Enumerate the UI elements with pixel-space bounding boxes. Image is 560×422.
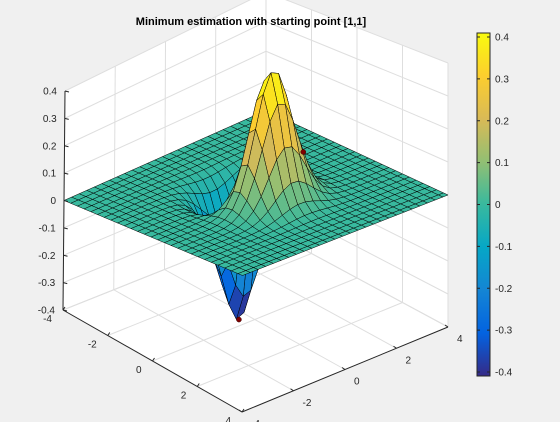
y-tick-mark [444,324,449,328]
grid-line-z [285,0,449,64]
z-tick-mark [63,227,68,230]
point-markers [236,149,307,323]
z-tick-mark [64,90,70,93]
colorbar-tick-label: -0.1 [495,242,513,253]
z-tick-label: -0.3 [38,278,56,289]
z-tick-label: 0.3 [43,114,57,125]
colorbar-tick-label: 0.4 [495,33,509,44]
z-tick-mark [63,282,68,285]
x-tick-label: 0 [136,365,142,376]
x-tick-mark [196,383,200,387]
colorbar-tick-label: -0.4 [495,368,513,379]
grid-line-z [64,50,267,147]
z-tick-mark [63,200,69,202]
surface-patch [237,270,251,276]
z-tick-label: 0.1 [42,169,56,180]
colorbar-tick-label: 0.2 [495,116,509,127]
colorbar-tick-label: -0.2 [495,284,513,295]
x-tick-mark [241,408,245,413]
x-tick-label: 2 [181,391,187,402]
z-tick-label: -0.2 [38,251,56,262]
y-tick-mark [393,345,397,349]
colorbar-tick-label: 0.3 [495,74,509,85]
grid-line-z [265,50,449,130]
z-tick-label: 0 [50,196,56,207]
colorbar-tick-label: -0.3 [495,326,513,337]
z-tick-mark [64,145,69,148]
estimated-minimum-marker [236,316,242,323]
x-tick-mark [62,306,66,311]
y-tick-label: 2 [406,355,412,366]
z-tick-label: -0.1 [39,223,57,234]
y-tick-mark [341,367,346,370]
grid-line-z [64,21,267,119]
z-tick-label: -0.4 [38,306,56,317]
x-tick-mark [152,357,155,362]
grid-line-y [164,269,346,370]
grid-line-z [64,80,267,174]
start-point-marker [300,149,307,155]
surface-plot [63,71,449,321]
y-tick-label: 0 [354,377,360,388]
grid-line-y [113,289,294,392]
z-tick-mark [62,309,68,312]
colorbar: 0.4 0.3 0.2 0.1 0 -0.1 -0.2 -0.3 -0.4 [476,32,513,379]
z-tick-label: 0.4 [43,87,57,98]
z-tick-label: 0.2 [43,141,57,152]
grid-line-z [64,0,251,92]
y-tick-label: 4 [457,334,463,345]
x-tick-label: -4 [43,314,52,325]
grid-line-z [265,80,449,163]
y-tick-label: -2 [303,398,312,409]
z-tick-mark [64,117,69,120]
z-tick-mark [63,254,68,257]
y-tick-label: -4 [251,419,260,422]
colorbar-tick-label: 0 [495,200,501,211]
x-tick-mark [107,332,111,336]
y-tick-mark [290,388,294,392]
grid-line-z [265,21,449,97]
z-tick-mark [64,172,69,175]
chart-title: Minimum estimation with starting point [… [136,16,367,28]
colorbar-tick-label: 0.1 [495,158,509,169]
axis-ticks: -0.4 -0.3 -0.2 -0.1 0 0.1 0.2 0.3 0.4 -4 -2 0 2 4 -4 -2… [38,87,463,422]
y-tick-mark [238,409,243,413]
x-tick-label: -2 [88,340,97,351]
x-tick-label: 4 [225,416,231,422]
